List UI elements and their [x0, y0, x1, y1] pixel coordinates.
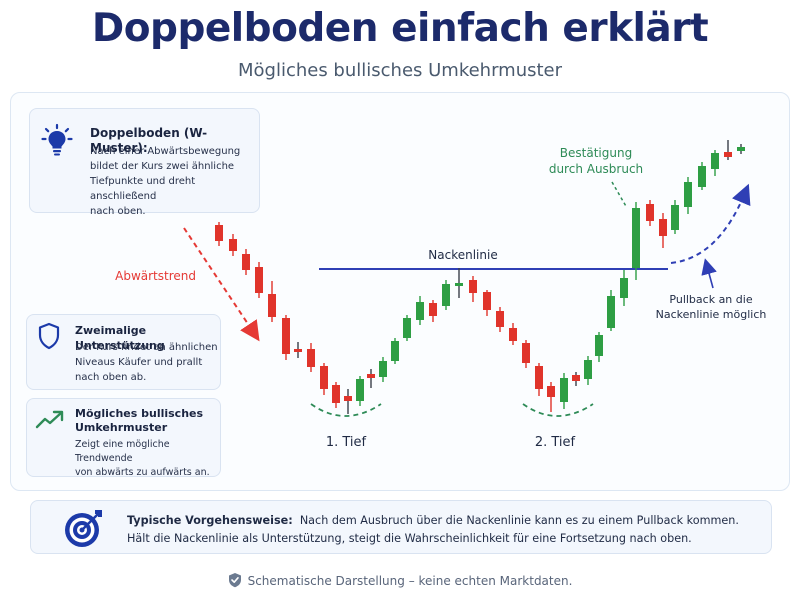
candle-body-23 — [509, 328, 517, 341]
low2-arc — [522, 403, 594, 417]
candle-body-16 — [416, 302, 424, 320]
candle-body-32 — [620, 278, 628, 298]
candle-body-22 — [496, 311, 504, 327]
candle-body-19 — [455, 283, 463, 286]
candle-body-2 — [242, 254, 250, 270]
procedure-line2: Hält die Nackenlinie als Unterstützung, … — [127, 532, 692, 545]
candle-body-18 — [442, 284, 450, 306]
candle-body-17 — [429, 303, 437, 316]
low1-arc — [310, 403, 382, 417]
pullback-pointer-arrow — [701, 258, 717, 289]
candle-body-1 — [229, 239, 237, 251]
trend-up-icon — [35, 409, 65, 435]
reversal-title: Mögliches bullisches Umkehrmuster — [75, 407, 204, 434]
candle-body-7 — [307, 349, 315, 367]
page-title: Doppelboden einfach erklärt — [91, 6, 709, 51]
downtrend-label: Abwärtstrend — [115, 269, 196, 283]
definition-title: Doppelboden (W-Muster): — [90, 126, 208, 155]
reversal-card: Mögliches bullisches Umkehrmuster Zeigt … — [26, 398, 221, 478]
candle-body-14 — [391, 341, 399, 361]
candle-body-13 — [379, 361, 387, 377]
candle-body-37 — [684, 182, 692, 207]
candle-body-35 — [659, 219, 667, 236]
shield-icon — [37, 322, 61, 354]
candle-body-41 — [737, 147, 745, 151]
candle-body-34 — [646, 204, 654, 221]
neckline-label: Nackenlinie — [428, 248, 497, 262]
shield-check-icon — [228, 572, 242, 591]
candle-body-29 — [584, 360, 592, 379]
candle-body-33 — [632, 208, 640, 268]
downtrend-arrow — [183, 227, 260, 342]
pullback-continuation-arrow — [670, 183, 751, 264]
pullback-label-line2: Nackenlinie möglich — [656, 308, 767, 321]
candle-body-15 — [403, 318, 411, 338]
definition-card: Doppelboden (W-Muster): Nach einer Abwär… — [29, 108, 260, 217]
candle-body-8 — [320, 366, 328, 389]
lightbulb-icon — [40, 123, 74, 161]
footer-text: Schematische Darstellung – keine echten … — [247, 574, 573, 588]
candle-body-24 — [522, 343, 530, 363]
candle-body-3 — [255, 267, 263, 293]
candle-body-20 — [469, 280, 477, 293]
candle-body-6 — [294, 349, 302, 352]
low2-label: 2. Tief — [535, 435, 576, 450]
candle-body-39 — [711, 153, 719, 169]
candle-body-30 — [595, 335, 603, 356]
candle-body-10 — [344, 396, 352, 401]
confirmation-label-line2: durch Ausbruch — [549, 162, 643, 176]
support-text: Der Kurs findet an ähnlichen Niveaus Käu… — [75, 342, 218, 383]
candle-body-40 — [724, 152, 732, 157]
procedure-heading: Typische Vorgehensweise: — [127, 514, 293, 527]
candle-body-38 — [698, 166, 706, 187]
candle-body-36 — [671, 205, 679, 230]
candle-body-27 — [560, 378, 568, 402]
reversal-text: Zeigt eine mögliche Trendwende von abwär… — [75, 439, 210, 478]
procedure-panel: Typische Vorgehensweise: Nach dem Ausbru… — [30, 500, 772, 554]
procedure-text: Typische Vorgehensweise: Nach dem Ausbru… — [127, 512, 767, 548]
target-icon — [63, 507, 105, 553]
confirmation-label-line1: Bestätigung — [560, 146, 632, 160]
footer: Schematische Darstellung – keine echten … — [0, 572, 800, 591]
candlesticks — [215, 140, 745, 414]
low1-label: 1. Tief — [326, 435, 367, 450]
support-card: Zweimalige Unterstützung Der Kurs findet… — [26, 314, 221, 390]
page-subtitle: Mögliches bullisches Umkehrmuster — [237, 60, 563, 81]
confirmation-pointer — [611, 181, 628, 209]
support-title: Zweimalige Unterstützung — [75, 324, 165, 352]
candle-body-21 — [483, 292, 491, 310]
procedure-line1: Nach dem Ausbruch über die Nackenlinie k… — [299, 514, 739, 527]
candle-body-4 — [268, 294, 276, 317]
candle-body-25 — [535, 366, 543, 389]
candle-body-28 — [572, 375, 580, 381]
candle-body-9 — [332, 385, 340, 403]
candle-body-11 — [356, 379, 364, 401]
definition-text: Nach einer Abwärtsbewegung bildet der Ku… — [90, 146, 241, 217]
candle-body-12 — [367, 374, 375, 378]
candle-body-31 — [607, 296, 615, 328]
candle-body-26 — [547, 386, 555, 397]
pullback-label-line1: Pullback an die — [669, 293, 752, 306]
candle-body-5 — [282, 318, 290, 354]
candle-body-0 — [215, 225, 223, 241]
